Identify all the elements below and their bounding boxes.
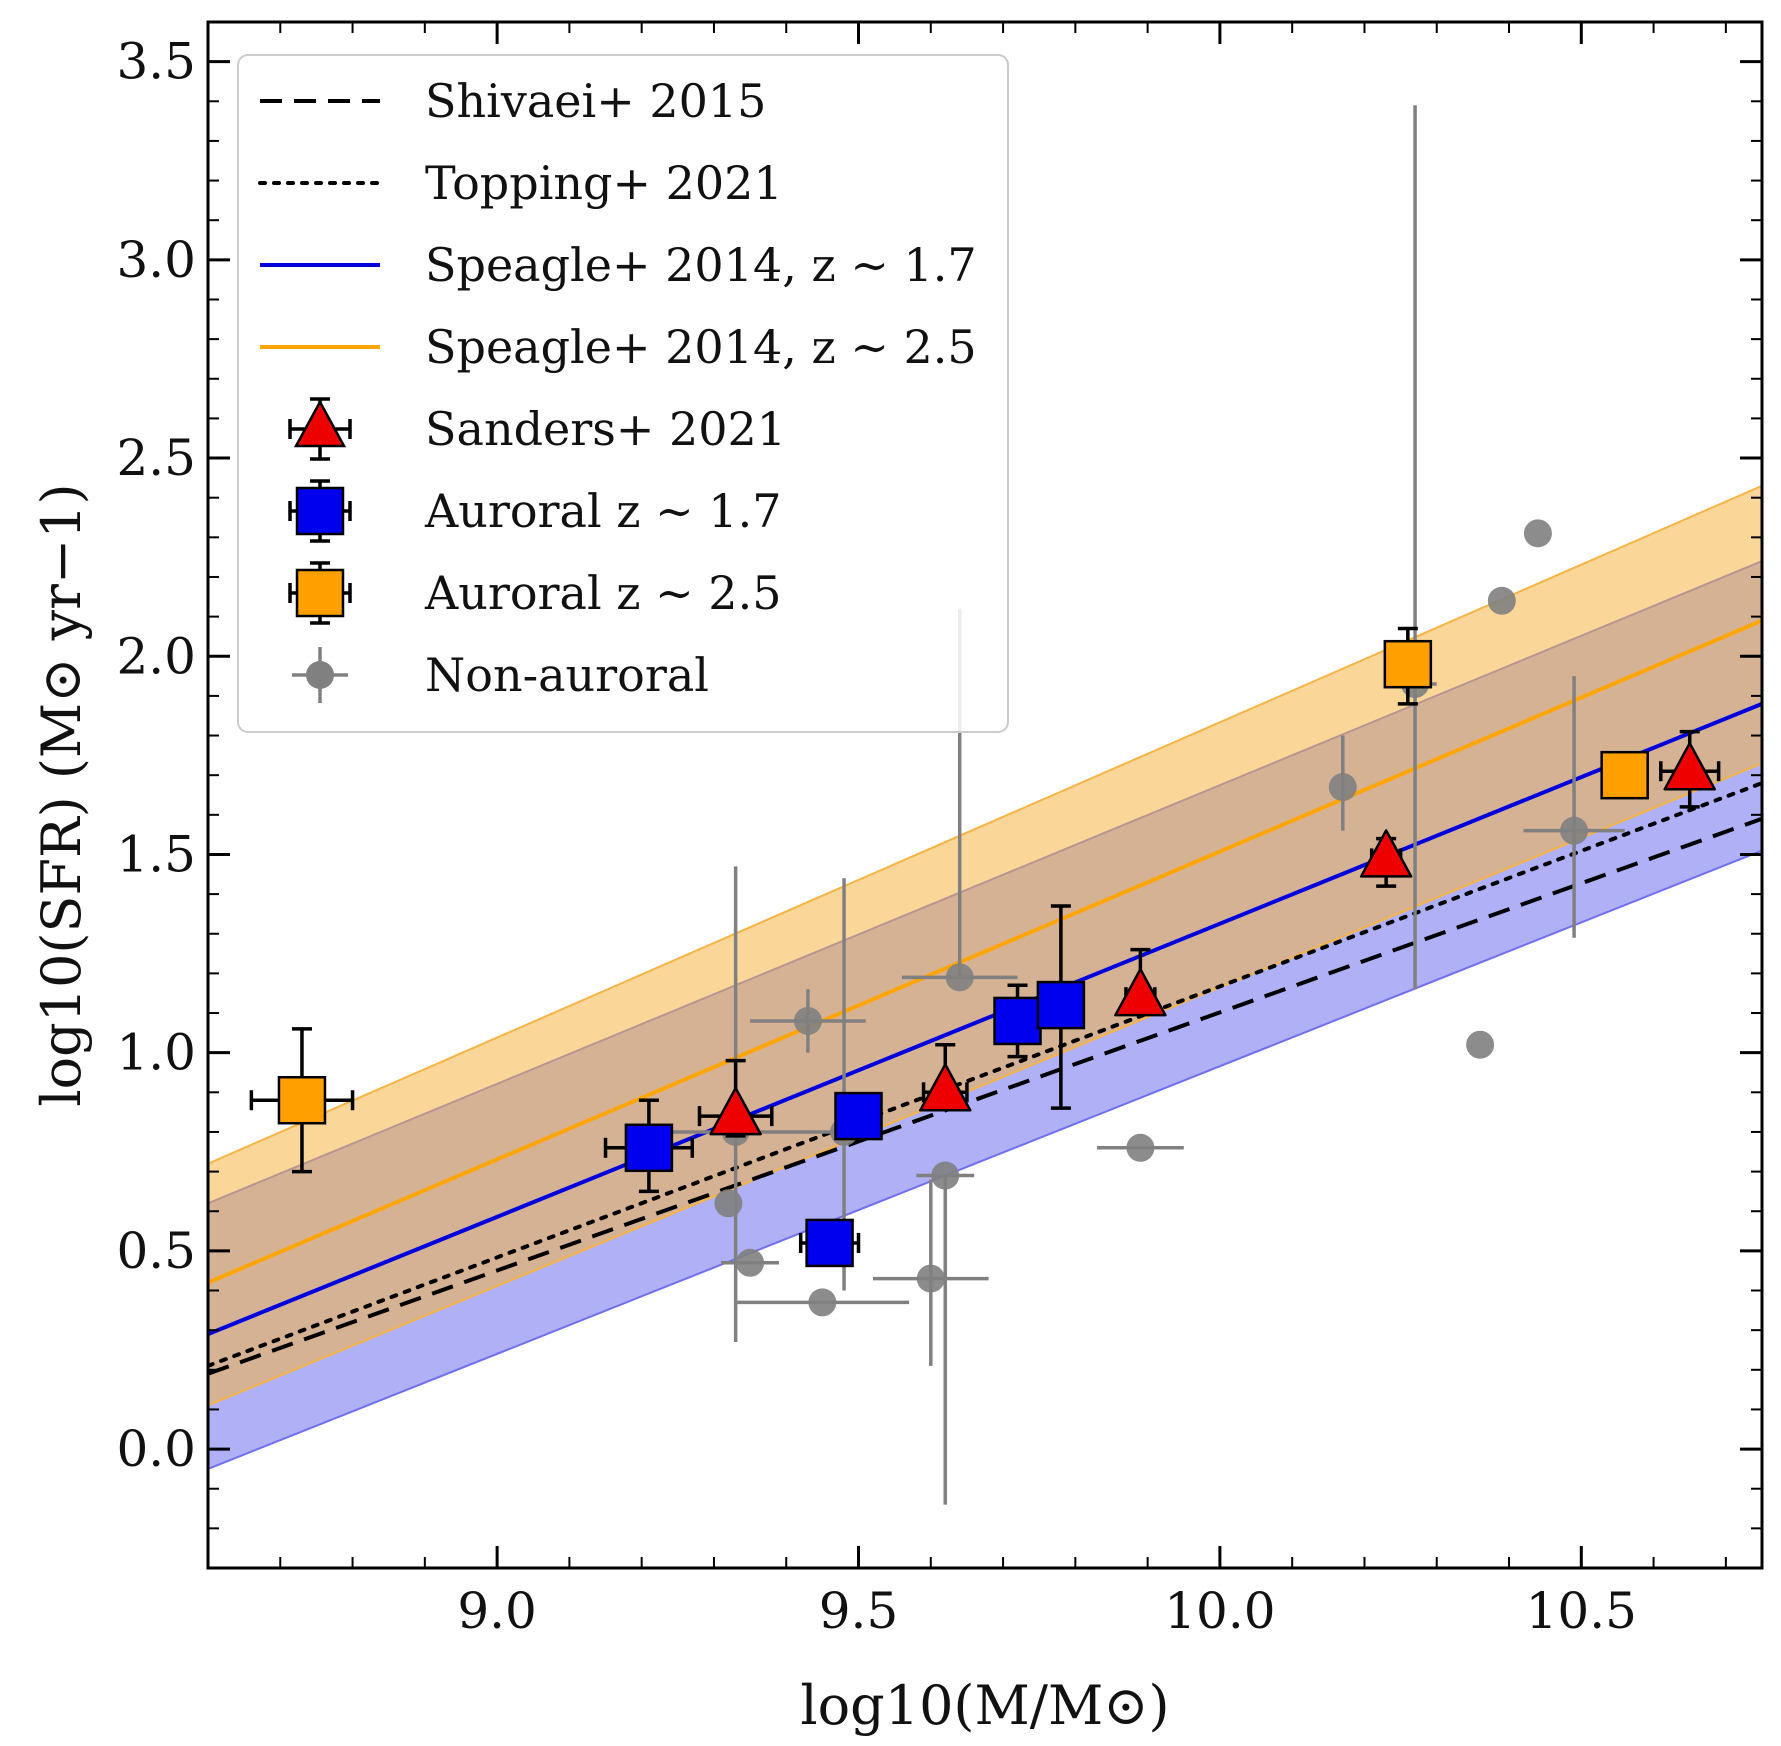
sanders-point-2-marker xyxy=(1114,967,1167,1017)
axis-labels: log10(M/M⊙) log10(SFR) (M⊙ yr−1) xyxy=(30,483,1170,1737)
legend-item: Topping+ 2021 xyxy=(258,156,783,210)
legend-item: Non-auroral xyxy=(292,647,709,703)
y-tick-label: 2.5 xyxy=(116,429,196,487)
auroral25-point-1-marker xyxy=(1383,639,1433,689)
nonauroral-point-3 xyxy=(793,1006,822,1035)
sanders-point-1-marker xyxy=(918,1063,972,1112)
y-tick-label: 0.5 xyxy=(116,1222,196,1280)
legend-item: Speagle+ 2014, z ∼ 2.5 xyxy=(260,320,977,374)
nonauroral-point-2 xyxy=(736,1248,765,1277)
y-tick-label: 2.0 xyxy=(116,627,196,685)
nonauroral-7-errorbars xyxy=(916,1173,975,1505)
legend-triangle-icon xyxy=(293,399,347,448)
legend-item: Auroral z ∼ 2.5 xyxy=(288,561,781,625)
nonauroral-point-0 xyxy=(714,1189,743,1218)
y-axis-label: log10(SFR) (M⊙ yr−1) xyxy=(30,483,93,1106)
legend-label: Topping+ 2021 xyxy=(425,156,783,210)
trend-line-1 xyxy=(208,781,1762,1368)
legend-item: Speagle+ 2014, z ∼ 1.7 xyxy=(260,238,977,292)
nonauroral-point-13 xyxy=(1487,586,1516,615)
legend-label: Speagle+ 2014, z ∼ 2.5 xyxy=(425,320,977,374)
legend-item: Shivaei+ 2015 xyxy=(260,74,766,128)
plot-frame xyxy=(206,20,1764,1570)
x-tick-label: 9.5 xyxy=(819,1582,899,1640)
legend-label: Speagle+ 2014, z ∼ 1.7 xyxy=(425,238,977,292)
auroral17-point-1-marker xyxy=(805,1218,854,1268)
trend-line-0 xyxy=(208,816,1762,1376)
legend: Shivaei+ 2015 Topping+ 2021 Speagle+ 2014,… xyxy=(237,54,1009,733)
sanders-point-3-marker xyxy=(1359,829,1413,878)
auroral17-point-0-marker xyxy=(624,1123,674,1173)
sanders-point-0-marker xyxy=(709,1086,762,1136)
nonauroral-point-7 xyxy=(931,1161,960,1190)
trend-line-3 xyxy=(208,618,1762,1285)
nonauroral-point-9 xyxy=(1126,1133,1155,1162)
legend-label: Non-auroral xyxy=(425,648,709,702)
legend-label: Shivaei+ 2015 xyxy=(425,74,766,128)
y-tick-label: 1.0 xyxy=(116,1024,196,1082)
legend-item: Auroral z ∼ 1.7 xyxy=(288,479,781,543)
legend-label: Sanders+ 2021 xyxy=(425,402,786,456)
nonauroral-point-14 xyxy=(1523,519,1552,548)
y-tick-label: 1.5 xyxy=(116,825,196,883)
legend-circle-icon xyxy=(306,661,334,689)
x-tick-label: 10.0 xyxy=(1164,1582,1275,1640)
x-tick-label: 9.0 xyxy=(457,1582,537,1640)
x-axis-label: log10(M/M⊙) xyxy=(800,1674,1169,1737)
nonauroral-point-4 xyxy=(808,1288,837,1317)
legend-item: Sanders+ 2021 xyxy=(288,397,786,461)
legend-label: Auroral z ∼ 1.7 xyxy=(424,484,781,538)
y-tick-label: 0.0 xyxy=(116,1420,196,1478)
y-tick-label: 3.5 xyxy=(116,33,196,91)
auroral17-point-3-marker xyxy=(993,996,1042,1046)
nonauroral-point-12 xyxy=(1466,1030,1495,1059)
legend-square-icon xyxy=(295,486,345,536)
legend-square-icon xyxy=(295,568,345,618)
legend-label: Auroral z ∼ 2.5 xyxy=(424,566,781,620)
auroral17-point-4-marker xyxy=(1036,980,1086,1030)
y-tick-label: 3.0 xyxy=(116,231,196,289)
auroral17-point-2-marker xyxy=(834,1091,883,1141)
sanders-point-4-marker xyxy=(1663,741,1716,791)
nonauroral-point-8 xyxy=(945,963,974,992)
auroral25-point-0-marker xyxy=(277,1075,327,1125)
auroral25-point-2-marker xyxy=(1600,750,1649,800)
x-tick-label: 10.5 xyxy=(1526,1582,1637,1640)
nonauroral-point-6 xyxy=(916,1264,945,1293)
legend-box xyxy=(237,54,1009,733)
trend-line-2 xyxy=(208,701,1762,1336)
plot-area xyxy=(208,105,1762,1505)
axis-ticks: 9.0 9.5 10.0 10.5 0.0 0.5 1.0 1.5 2.0 2.5 3.0 3.5 xyxy=(116,21,1762,1640)
nonauroral-point-15 xyxy=(1560,816,1589,845)
nonauroral-point-10 xyxy=(1328,773,1357,802)
